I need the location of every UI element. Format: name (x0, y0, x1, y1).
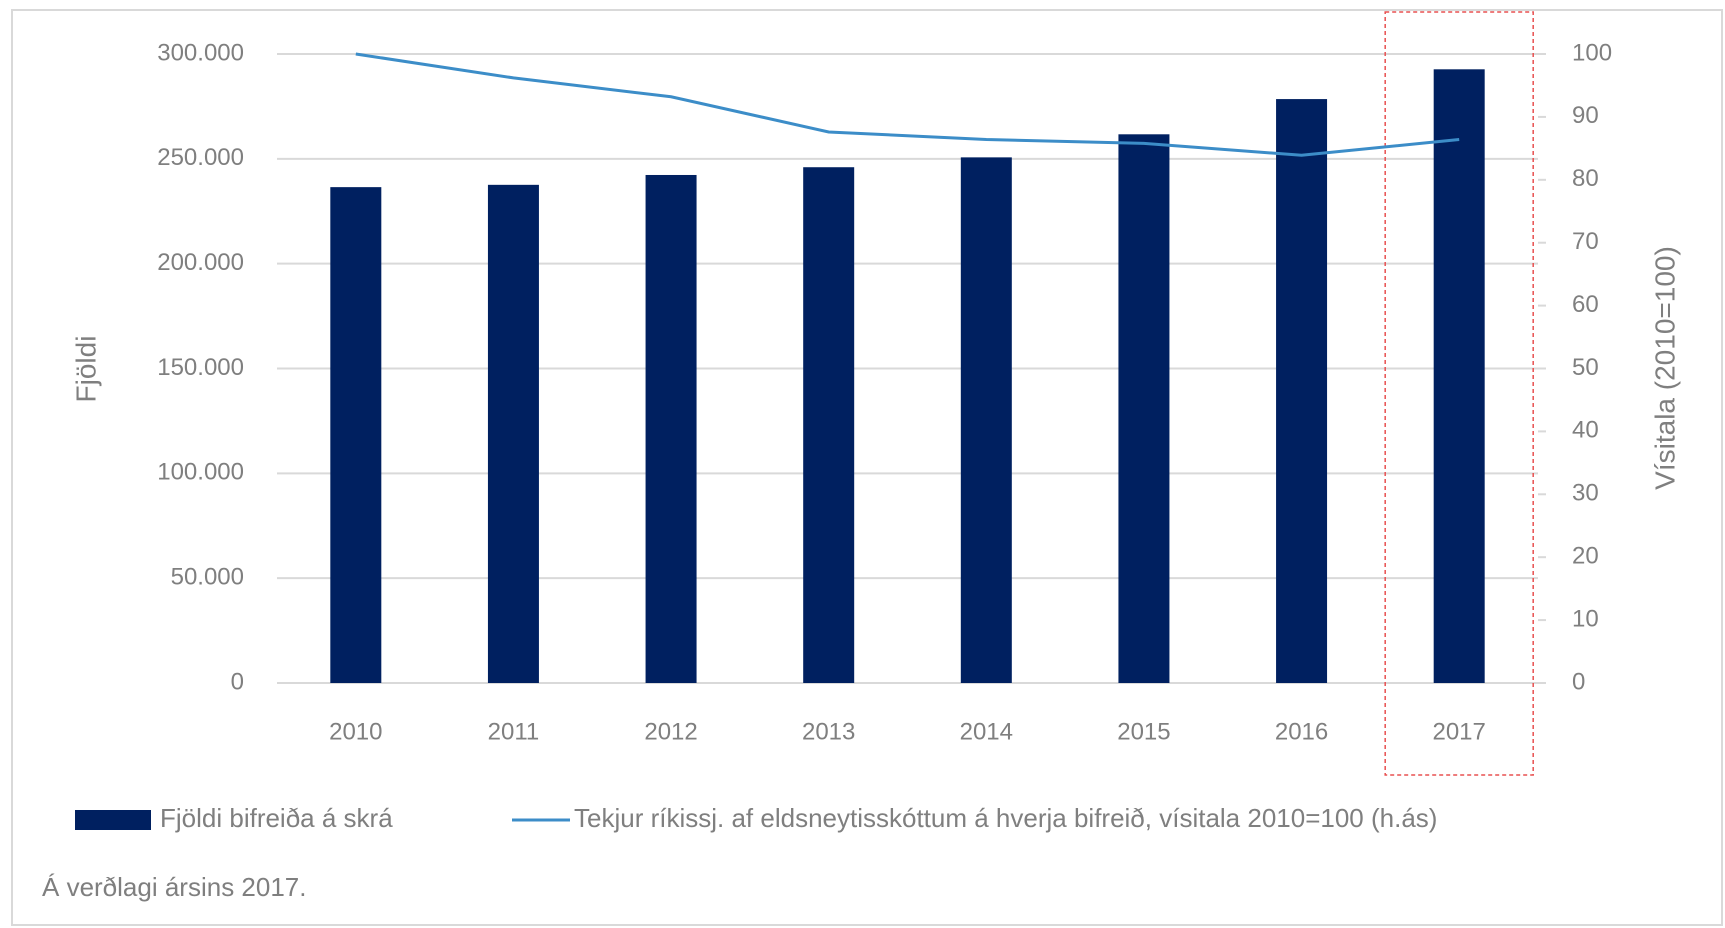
y2-tick-label: 0 (1572, 668, 1585, 695)
legend-label: Tekjur ríkissj. af eldsneytisskóttum á h… (574, 803, 1437, 833)
x-tick-label: 2015 (1117, 718, 1170, 745)
y-tick-label: 250.000 (157, 144, 244, 171)
legend-label: Fjöldi bifreiða á skrá (160, 803, 393, 833)
y2-tick-label: 50 (1572, 354, 1599, 381)
legend-swatch (75, 810, 151, 830)
x-tick-label: 2017 (1432, 718, 1485, 745)
y2-tick-label: 70 (1572, 228, 1599, 255)
x-tick-label: 2014 (960, 718, 1013, 745)
x-tick-label: 2016 (1275, 718, 1328, 745)
y2-tick-label: 100 (1572, 39, 1612, 66)
y2-axis-title: Vísitala (2010=100) (1649, 246, 1680, 490)
bar (645, 174, 697, 683)
bar (960, 157, 1012, 683)
y2-tick-label: 90 (1572, 102, 1599, 129)
highlight-box (1384, 11, 1534, 776)
x-tick-label: 2012 (644, 718, 697, 745)
y2-tick-label: 20 (1572, 543, 1599, 570)
y-tick-label: 200.000 (157, 249, 244, 276)
bar (1433, 69, 1485, 683)
bar (330, 187, 382, 683)
bar (1118, 134, 1170, 683)
y2-tick-label: 60 (1572, 291, 1599, 318)
bar (487, 184, 539, 683)
bar (803, 167, 855, 684)
line (355, 52, 1460, 157)
y-tick-label: 100.000 (157, 459, 244, 486)
y2-tick-label: 10 (1572, 605, 1599, 632)
bar (1276, 99, 1328, 684)
x-tick-label: 2011 (488, 718, 540, 745)
y-tick-label: 300.000 (157, 39, 244, 66)
x-tick-label: 2010 (329, 718, 382, 745)
y-axis-title: Fjöldi (70, 336, 101, 403)
y-tick-label: 50.000 (171, 564, 244, 591)
y-tick-label: 0 (231, 668, 244, 695)
y2-tick-label: 30 (1572, 480, 1599, 507)
y2-tick-label: 40 (1572, 417, 1599, 444)
chart-border (11, 9, 1723, 926)
y-tick-label: 150.000 (157, 354, 244, 381)
note: Á verðlagi ársins 2017. (42, 872, 306, 902)
y2-tick-label: 80 (1572, 165, 1599, 192)
x-tick-label: 2013 (802, 718, 855, 745)
